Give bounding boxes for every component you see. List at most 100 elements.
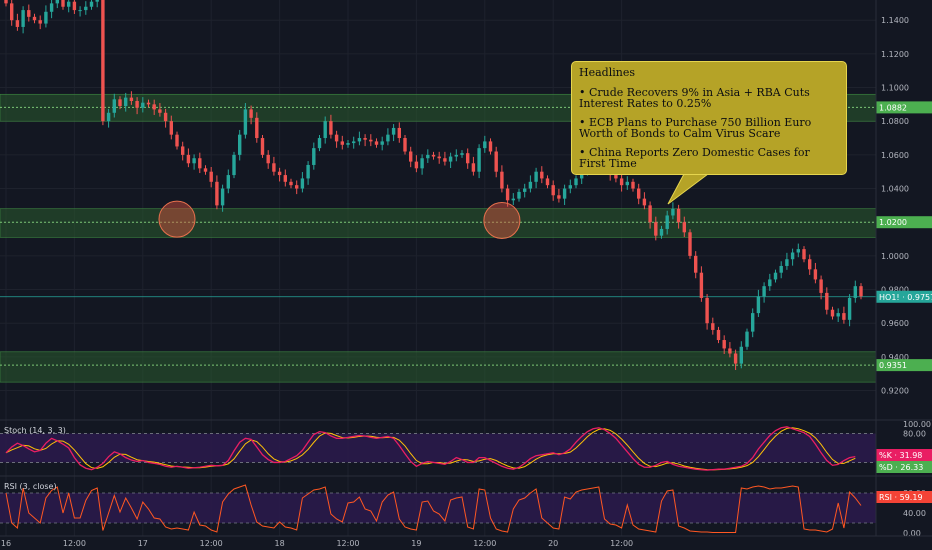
candle-body-140 [802, 249, 806, 260]
candle-body-42 [243, 109, 248, 135]
time-axis-label-0: 16 [1, 539, 11, 548]
rsi-tag-bg [876, 491, 932, 503]
price-axis-label-8: 0.9800 [881, 286, 909, 295]
price-axis-label-3: 1.0800 [881, 117, 909, 126]
candle-body-51 [295, 185, 299, 189]
candle-body-55 [317, 138, 322, 149]
time-axis-label-6: 19 [411, 539, 421, 548]
candle-body-1 [10, 3, 14, 21]
candle-body-25 [146, 102, 151, 105]
candle-body-109 [625, 181, 629, 186]
rsi-axis-label-1: 40.00 [903, 509, 926, 518]
level-tag-1: 1.0200 [879, 218, 907, 227]
candle-body-52 [300, 178, 305, 189]
candle-body-78 [448, 156, 453, 162]
price-axis-label-9: 0.9600 [881, 319, 909, 328]
candle-body-146 [836, 313, 840, 317]
time-axis-label-4: 18 [275, 539, 285, 548]
candle-body-10 [61, 0, 65, 7]
headline-item-3: • China Reports Zero Domestic Cases for … [579, 146, 810, 170]
candle-body-66 [380, 141, 384, 145]
candle-body-124 [711, 323, 715, 330]
level-tag-2-bg [876, 359, 932, 372]
stoch-k-tag-bg [876, 449, 932, 461]
candle-body-75 [431, 154, 436, 157]
candle-body-100 [574, 178, 578, 186]
candle-body-43 [249, 109, 253, 118]
candle-body-91 [523, 188, 527, 192]
candle-body-149 [853, 286, 857, 298]
candle-body-30 [175, 134, 179, 147]
candle-body-138 [790, 252, 795, 260]
candle-body-5 [32, 16, 37, 21]
candle-body-0 [4, 0, 8, 4]
time-axis-label-5: 12:00 [336, 539, 359, 548]
candle-body-28 [163, 112, 168, 122]
candle-body-45 [260, 138, 265, 155]
candle-body-67 [386, 134, 390, 142]
candle-body-125 [716, 329, 721, 341]
candle-body-111 [637, 188, 641, 199]
level-tag-0: 1.0882 [879, 103, 907, 112]
candle-body-119 [682, 222, 686, 233]
candle-body-41 [238, 134, 242, 155]
candle-body-121 [694, 255, 698, 273]
candle-body-26 [152, 104, 156, 110]
headlines-title: Headlines [579, 66, 635, 79]
candle-body-21 [124, 97, 128, 107]
candle-body-87 [500, 171, 504, 189]
candle-body-18 [106, 112, 111, 122]
candle-body-123 [705, 297, 709, 324]
rsi-axis-label-2: 0.00 [903, 529, 921, 538]
candle-body-148 [847, 297, 852, 320]
candle-body-115 [659, 228, 664, 236]
candle-body-77 [443, 158, 447, 162]
candle-body-54 [312, 148, 316, 165]
candle-body-71 [409, 151, 413, 162]
candle-body-16 [95, 0, 99, 2]
candle-body-97 [557, 195, 561, 199]
candle-body-64 [369, 139, 373, 142]
price-axis-label-2: 1.1000 [881, 84, 909, 93]
current-price-tag: HO1! · 0.9757 [879, 293, 932, 302]
level-tag-0-bg [876, 101, 932, 114]
candle-body-68 [391, 127, 396, 135]
price-axis-label-0: 1.1400 [881, 16, 909, 25]
candle-body-65 [374, 141, 379, 145]
candle-body-3 [21, 10, 25, 27]
candle-body-63 [363, 138, 367, 140]
candle-body-70 [403, 138, 407, 152]
candle-body-2 [15, 20, 20, 27]
candle-body-81 [466, 153, 470, 164]
candle-body-114 [654, 222, 658, 236]
candle-body-145 [830, 309, 835, 317]
rsi-band [0, 493, 876, 523]
candle-body-8 [49, 3, 54, 12]
current-price-tag-bg [876, 290, 932, 303]
candle-body-12 [72, 1, 77, 11]
candle-body-90 [517, 191, 521, 199]
candle-body-96 [551, 185, 555, 196]
candle-body-4 [27, 10, 31, 17]
candle-body-83 [477, 148, 481, 172]
candle-body-131 [751, 313, 755, 332]
candle-body-136 [779, 265, 783, 273]
candle-body-147 [842, 313, 846, 320]
rsi-title: RSI (3, close) [4, 482, 57, 491]
candle-body-50 [289, 181, 293, 186]
candle-body-19 [112, 99, 116, 113]
candle-body-107 [614, 175, 618, 179]
candle-body-29 [169, 121, 173, 135]
candle-body-141 [808, 259, 812, 270]
candle-body-110 [631, 181, 635, 189]
candle-body-139 [796, 249, 800, 253]
candle-body-39 [226, 175, 230, 189]
candle-body-34 [198, 158, 202, 169]
candle-body-13 [78, 10, 82, 12]
rsi-line [5, 484, 862, 533]
candle-body-35 [203, 168, 208, 172]
time-axis-label-3: 12:00 [200, 539, 223, 548]
candle-body-84 [483, 141, 487, 149]
support-zone-2 [0, 351, 877, 383]
candle-body-142 [813, 269, 818, 280]
